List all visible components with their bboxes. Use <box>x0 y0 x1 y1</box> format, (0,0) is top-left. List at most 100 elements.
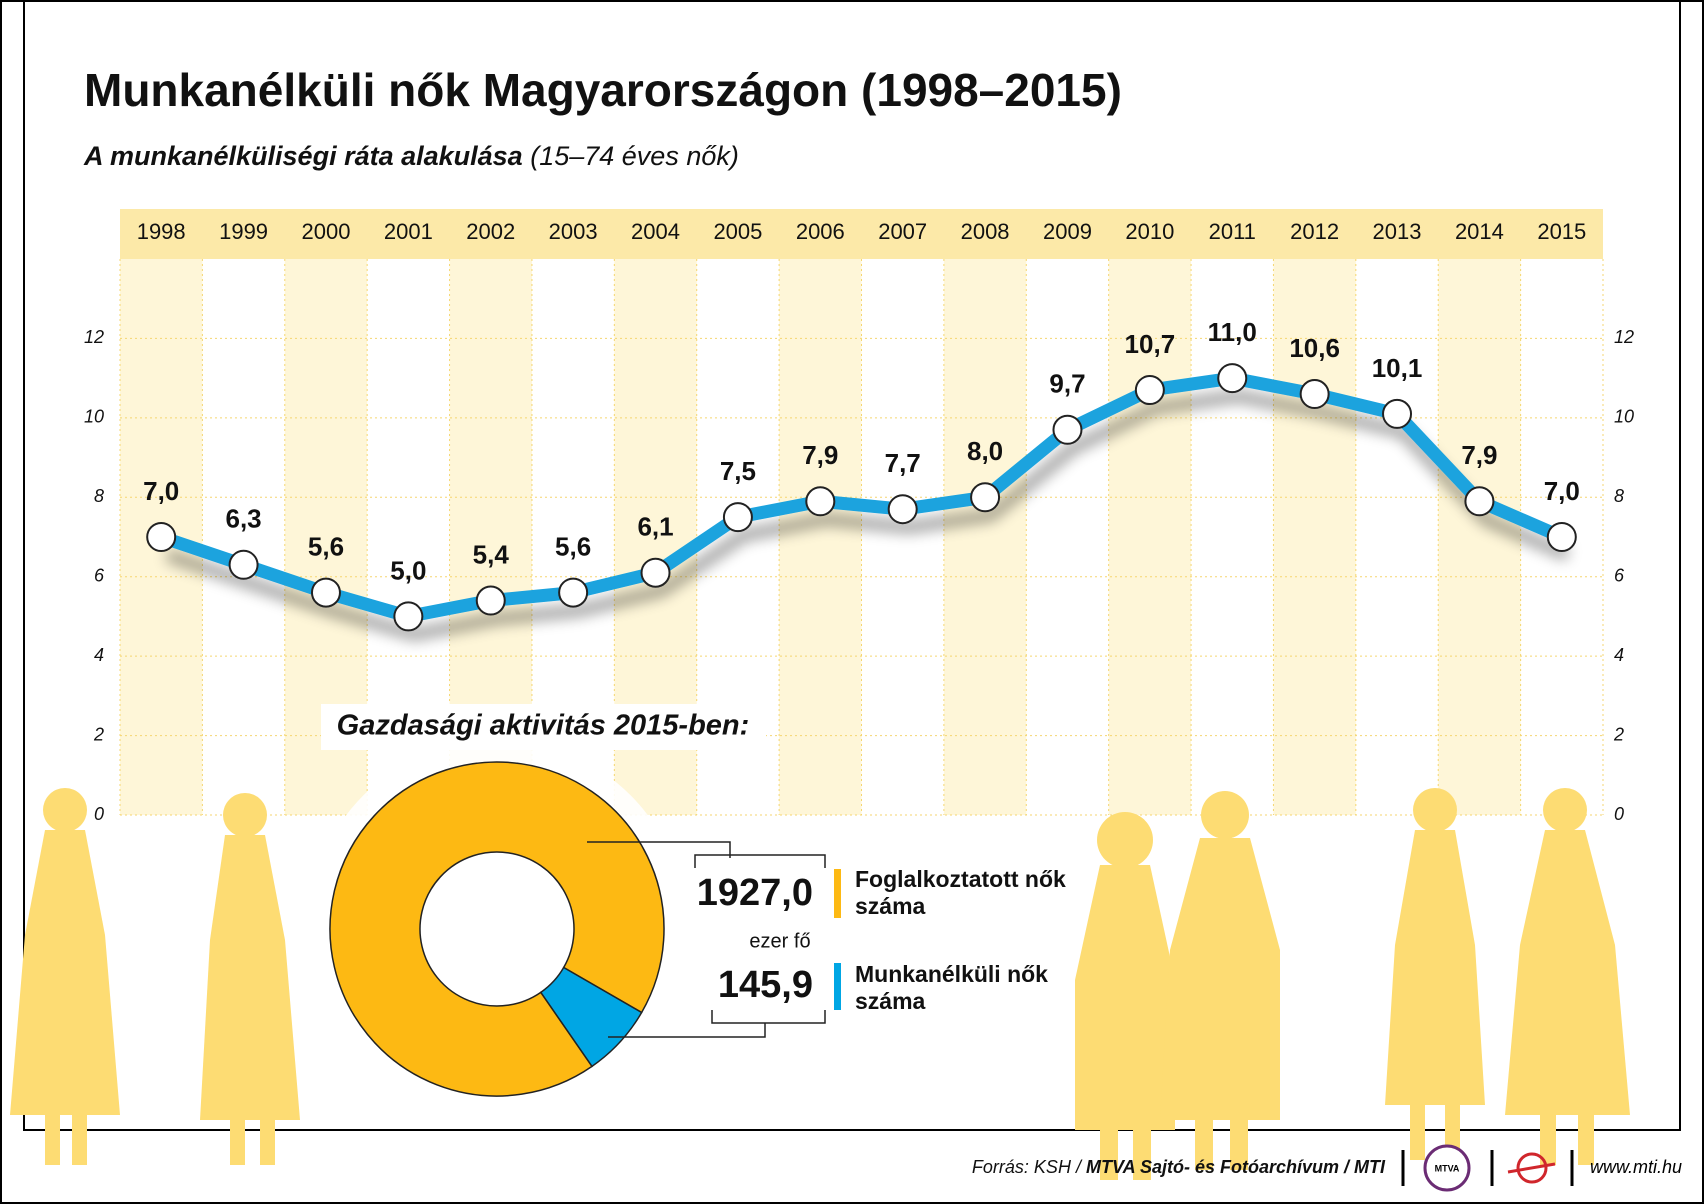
data-label: 6,3 <box>226 504 262 534</box>
source: Forrás: KSH / MTVA Sajtó- és Fotóarchívu… <box>972 1157 1386 1177</box>
data-label: 7,0 <box>1544 476 1580 506</box>
column-shade <box>1273 259 1356 815</box>
x-tick-label: 2014 <box>1455 219 1504 244</box>
point <box>1299 379 1330 410</box>
y-tick-label: 6 <box>1614 565 1625 585</box>
source-main: MTVA Sajtó- és Fotóarchívum / MTI <box>1086 1157 1386 1177</box>
legend-label: Munkanélküli nők száma <box>855 961 1048 1014</box>
y-tick-label: 12 <box>1614 327 1634 347</box>
data-label: 7,9 <box>802 440 838 470</box>
logo <box>1423 1144 1471 1192</box>
x-tick-label: 2005 <box>713 219 762 244</box>
x-tick-label: 2008 <box>961 219 1010 244</box>
data-label: 8,0 <box>967 436 1003 466</box>
data-label: 7,0 <box>143 476 179 506</box>
point <box>887 494 918 525</box>
point <box>1134 375 1165 406</box>
column-shade <box>779 259 862 815</box>
data-label: 10,1 <box>1372 353 1423 383</box>
subtitle-note: (15–74 éves nők) <box>530 141 739 171</box>
value-label: 1927,0 <box>697 872 813 914</box>
bracket <box>711 1010 826 1024</box>
x-tick-label: 2013 <box>1373 219 1422 244</box>
y-tick-label: 4 <box>1614 645 1624 665</box>
unit-label: ezer fő <box>749 930 810 952</box>
x-tick-label: 2006 <box>796 219 845 244</box>
value-label: 145,9 <box>718 964 813 1006</box>
subtitle-main: A munkanélküliségi ráta alakulása <box>83 141 523 171</box>
point <box>558 577 589 608</box>
pie-title-box <box>321 704 766 750</box>
legend-swatch <box>834 869 841 918</box>
data-label: 10,7 <box>1125 329 1176 359</box>
data-label: 6,1 <box>637 512 673 542</box>
x-tick-label: 2009 <box>1043 219 1092 244</box>
point <box>1052 414 1083 445</box>
y-tick-label: 10 <box>84 407 104 427</box>
data-label: 7,7 <box>885 448 921 478</box>
leader-line <box>608 1023 766 1038</box>
leader-line <box>587 841 731 858</box>
x-tick-label: 2004 <box>631 219 680 244</box>
chart-title: Munkanélküli nők Magyarországon (1998–20… <box>84 64 1122 116</box>
data-label: 11,0 <box>1208 317 1257 347</box>
x-tick-label: 2000 <box>301 219 350 244</box>
legend-swatch <box>834 963 841 1010</box>
source-prefix: Forrás: KSH / <box>972 1157 1083 1177</box>
x-tick-label: 1998 <box>137 219 186 244</box>
point <box>640 557 671 588</box>
point <box>228 549 259 580</box>
x-tick-label: 2001 <box>384 219 433 244</box>
logo-text: MTVA <box>1435 1163 1460 1173</box>
point <box>1217 363 1248 394</box>
x-tick-label: 1999 <box>219 219 268 244</box>
x-tick-label: 2007 <box>878 219 927 244</box>
point <box>393 601 424 632</box>
point <box>310 577 341 608</box>
data-label: 9,7 <box>1049 369 1085 399</box>
y-tick-label: 2 <box>93 724 104 744</box>
legend-label: Foglalkoztatott nők száma <box>855 866 1066 919</box>
data-label: 7,5 <box>720 456 756 486</box>
y-tick-label: 12 <box>84 327 104 347</box>
frame <box>23 0 1681 1131</box>
data-label: 5,4 <box>473 539 510 569</box>
pie-slice <box>329 761 665 1097</box>
y-tick-label: 8 <box>94 486 104 506</box>
url: www.mti.hu <box>1590 1157 1682 1177</box>
x-tick-label: 2012 <box>1290 219 1339 244</box>
logo-mti <box>1516 1152 1548 1184</box>
y-tick-label: 10 <box>1614 407 1634 427</box>
column-shade <box>943 259 1027 815</box>
data-label: 10,6 <box>1289 333 1340 363</box>
x-tick-label: 2010 <box>1125 219 1174 244</box>
point <box>1464 486 1495 517</box>
x-tick-label: 2011 <box>1209 219 1256 244</box>
data-label: 5,6 <box>308 531 344 561</box>
y-tick-label: 2 <box>1613 724 1624 744</box>
logo-mti-line <box>1507 1162 1556 1174</box>
y-tick-label: 6 <box>94 565 105 585</box>
y-tick-label: 0 <box>1614 804 1624 824</box>
point <box>805 486 836 517</box>
bracket <box>694 854 826 868</box>
subtitle: A munkanélküliségi ráta alakulása (15–74… <box>83 141 739 171</box>
data-label: 5,6 <box>555 531 591 561</box>
point <box>1546 522 1577 552</box>
pie-title: Gazdasági aktivitás 2015-ben: <box>337 710 750 742</box>
x-tick-label: 2002 <box>466 219 515 244</box>
column-shade <box>1438 259 1521 815</box>
y-tick-label: 0 <box>94 804 104 824</box>
y-tick-label: 4 <box>94 645 104 665</box>
x-tick-label: 2003 <box>549 219 598 244</box>
point <box>475 585 506 616</box>
x-tick-label: 2015 <box>1537 219 1586 244</box>
point <box>146 522 177 552</box>
point <box>970 482 1001 513</box>
silhouettes <box>10 788 1630 1180</box>
data-label: 7,9 <box>1461 440 1497 470</box>
point <box>722 502 753 533</box>
